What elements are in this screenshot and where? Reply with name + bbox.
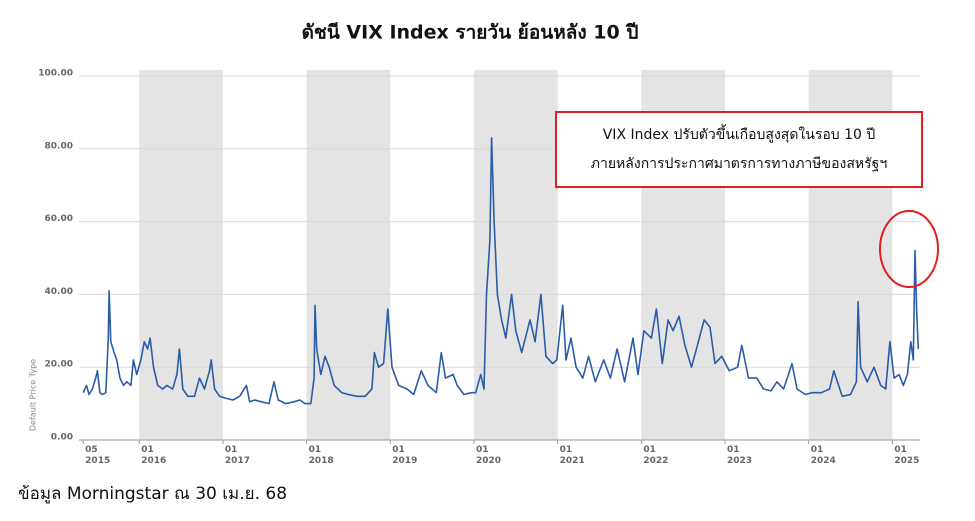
y-tick-label: 100.00 [38,69,73,79]
x-tick-label: 01 2017 [225,445,250,466]
x-tick-label: 01 2020 [476,445,501,466]
x-tick-label: 01 2024 [811,445,836,466]
x-tick-label: 01 2016 [141,445,166,466]
x-tick-label: 01 2025 [894,445,919,466]
x-tick-label: 01 2018 [309,445,334,466]
y-tick-label: 20.00 [45,360,73,370]
chart-title: ดัชนี VIX Index รายวัน ย้อนหลัง 10 ปี [302,22,639,44]
annotation-line: VIX Index ปรับตัวขึ้นเกือบสูงสุดในรอบ 10… [603,124,876,143]
annotation-box [555,111,923,188]
y-tick-label: 40.00 [45,287,73,297]
annotation-line: ภายหลังการประกาศมาตรการทางภาษีของสหรัฐฯ [591,156,887,172]
x-tick-label: 01 2022 [643,445,668,466]
year-shade [306,70,391,440]
x-tick-label: 01 2023 [727,445,752,466]
year-shade [139,70,223,440]
x-tick-label: 01 2021 [560,445,585,466]
source-note: ข้อมูล Morningstar ณ 30 เม.ย. 68 [18,484,287,504]
highlight-circle [879,210,939,288]
y-tick-label: 60.00 [45,214,73,224]
x-tick-label: 01 2019 [392,445,417,466]
y-axis-label: Default Price Type [29,359,38,431]
y-tick-label: 0.00 [51,433,73,443]
year-shade [473,70,558,440]
x-tick-label: 05 2015 [85,445,110,466]
data-line [82,137,920,405]
y-tick-label: 80.00 [45,141,73,151]
